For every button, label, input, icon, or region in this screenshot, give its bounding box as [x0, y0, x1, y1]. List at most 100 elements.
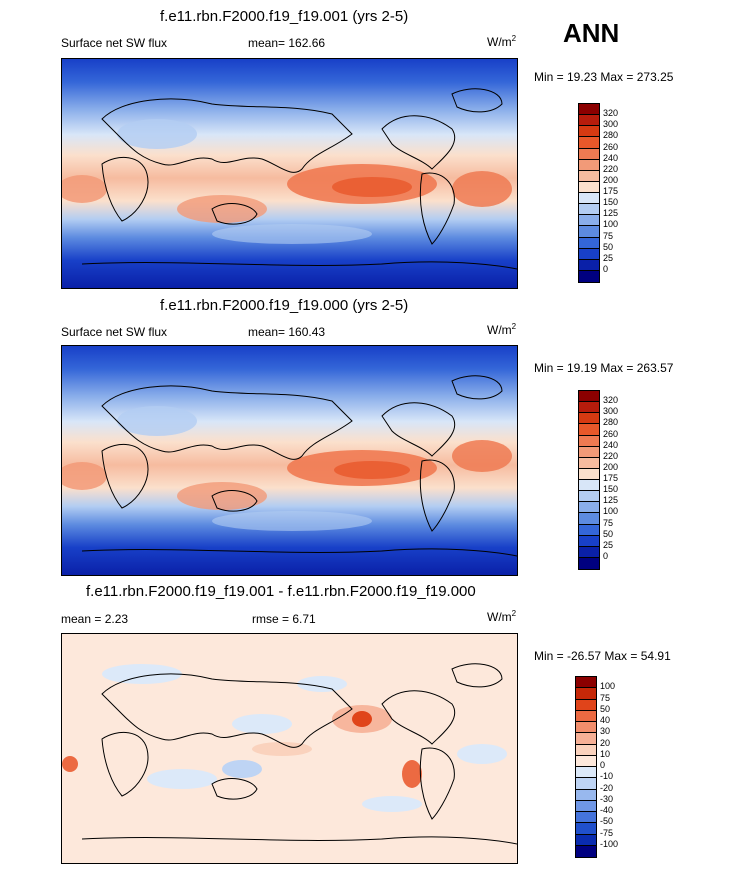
panel1-title: f.e11.rbn.F2000.f19_f19.001 (yrs 2-5): [160, 8, 409, 25]
colorbar-tick-label: 100: [603, 219, 619, 230]
colorbar-swatch: [579, 137, 599, 149]
colorbar-tick-label: 75: [603, 230, 614, 241]
colorbar-swatch: [576, 834, 596, 846]
colorbar-tick-label: 100: [600, 681, 616, 692]
colorbar-swatch: [579, 259, 599, 271]
colorbar-tick-label: 175: [603, 473, 619, 483]
colorbar-tick-label: 200: [603, 174, 619, 185]
colorbar-tick-label: 10: [600, 748, 611, 759]
colorbar-swatch: [579, 237, 599, 249]
colorbar-swatch: [576, 845, 596, 857]
colorbar-tick-label: 125: [603, 495, 619, 506]
panel1-contour-field: [62, 59, 517, 288]
panel2-title: f.e11.rbn.F2000.f19_f19.000 (yrs 2-5): [160, 297, 409, 314]
panel3-minmax: Min = -26.57 Max = 54.91: [534, 649, 671, 663]
panel3-units: W/m2: [487, 609, 517, 624]
panel2-mean-label: mean= 160.43: [248, 325, 326, 339]
colorbar-swatch: [579, 148, 599, 160]
colorbar-tick-label: 175: [603, 186, 619, 196]
panel3-title: f.e11.rbn.F2000.f19_f19.001 - f.e11.rbn.…: [86, 583, 476, 600]
colorbar-swatch: [579, 435, 599, 447]
panel2-minmax: Min = 19.19 Max = 263.57: [534, 361, 674, 375]
colorbar-tick-label: 50: [603, 241, 614, 252]
colorbar-tick-label: 320: [603, 108, 619, 119]
colorbar-tick-label: 100: [603, 506, 619, 517]
colorbar-swatch: [579, 457, 599, 469]
panel1-minmax: Min = 19.23 Max = 273.25: [534, 70, 674, 84]
colorbar-tick-label: 200: [603, 461, 619, 472]
colorbar-tick-label: 75: [600, 692, 611, 703]
colorbar-swatch: [576, 823, 596, 835]
colorbar-swatch: [576, 677, 596, 689]
colorbar-swatch: [579, 170, 599, 182]
panel3-colorbar: [575, 676, 597, 858]
colorbar-swatch: [576, 812, 596, 824]
colorbar-swatch: [576, 800, 596, 812]
colorbar-swatch: [576, 744, 596, 756]
colorbar-tick-label: 0: [600, 760, 606, 770]
colorbar-tick-label: 280: [603, 417, 619, 428]
colorbar-tick-label: -50: [600, 816, 614, 827]
colorbar-tick-label: 75: [603, 517, 614, 528]
colorbar-swatch: [576, 755, 596, 767]
colorbar-tick-label: -40: [600, 805, 614, 815]
colorbar-tick-label: -30: [600, 793, 614, 804]
colorbar-swatch: [579, 535, 599, 547]
colorbar-tick-label: 260: [603, 428, 619, 439]
colorbar-swatch: [579, 159, 599, 171]
colorbar-swatch: [579, 215, 599, 227]
colorbar-swatch: [579, 446, 599, 458]
colorbar-swatch: [579, 226, 599, 238]
colorbar-tick-label: 25: [603, 539, 614, 550]
colorbar-swatch: [579, 193, 599, 205]
colorbar-tick-label: 320: [603, 395, 619, 406]
panel2-map: [61, 345, 518, 576]
colorbar-swatch: [579, 204, 599, 216]
colorbar-swatch: [579, 181, 599, 193]
colorbar-swatch: [576, 789, 596, 801]
colorbar-swatch: [579, 104, 599, 116]
colorbar-swatch: [579, 424, 599, 436]
colorbar-tick-label: 150: [603, 197, 619, 208]
colorbar-tick-label: -10: [600, 771, 614, 782]
panel3-rmse-label: rmse = 6.71: [252, 612, 316, 626]
colorbar-swatch: [579, 480, 599, 492]
colorbar-tick-label: -20: [600, 782, 614, 793]
panel2-variable-label: Surface net SW flux: [61, 325, 168, 339]
panel2-units: W/m2: [487, 322, 517, 337]
colorbar-swatch: [579, 248, 599, 260]
colorbar-tick-label: -75: [600, 827, 614, 838]
colorbar-swatch: [579, 546, 599, 558]
colorbar-swatch: [576, 733, 596, 745]
colorbar-tick-label: 300: [603, 119, 619, 130]
colorbar-tick-label: 40: [600, 715, 611, 725]
colorbar-tick-label: 260: [603, 141, 619, 152]
colorbar-swatch: [579, 524, 599, 536]
colorbar-swatch: [576, 767, 596, 779]
colorbar-swatch: [579, 502, 599, 514]
panel1-variable-label: Surface net SW flux: [61, 36, 168, 50]
colorbar-tick-label: 0: [603, 550, 609, 561]
panel3-contour-field: [62, 634, 517, 863]
panel1-mean-label: mean= 162.66: [248, 36, 326, 50]
colorbar-swatch: [579, 491, 599, 503]
panel3-mean-label: mean = 2.23: [61, 612, 129, 626]
colorbar-tick-label: 300: [603, 406, 619, 417]
colorbar-swatch: [579, 115, 599, 127]
colorbar-tick-label: 240: [603, 439, 619, 450]
colorbar-swatch: [579, 391, 599, 403]
colorbar-tick-label: 125: [603, 208, 619, 219]
panel3-map: [61, 633, 518, 864]
colorbar-tick-label: 220: [603, 163, 619, 174]
colorbar-swatch: [576, 699, 596, 711]
panel1-colorbar: [578, 103, 600, 283]
colorbar-tick-label: -100: [600, 838, 619, 849]
colorbar-swatch: [576, 778, 596, 790]
colorbar-tick-label: 20: [600, 737, 611, 748]
colorbar-tick-label: 150: [603, 484, 619, 495]
colorbar-swatch: [576, 688, 596, 700]
colorbar-swatch: [579, 402, 599, 414]
colorbar-swatch: [579, 413, 599, 425]
colorbar-tick-label: 25: [603, 252, 614, 263]
season-label: ANN: [563, 18, 620, 48]
